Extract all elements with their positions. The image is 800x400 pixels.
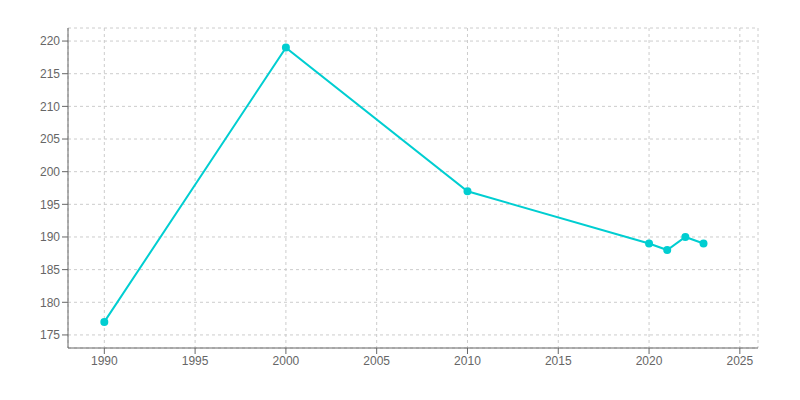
svg-text:2005: 2005 <box>363 354 390 368</box>
svg-text:205: 205 <box>40 132 60 146</box>
svg-text:215: 215 <box>40 67 60 81</box>
svg-text:2015: 2015 <box>545 354 572 368</box>
svg-text:2000: 2000 <box>273 354 300 368</box>
svg-text:200: 200 <box>40 165 60 179</box>
svg-text:220: 220 <box>40 34 60 48</box>
svg-text:180: 180 <box>40 296 60 310</box>
svg-text:190: 190 <box>40 230 60 244</box>
svg-text:1990: 1990 <box>91 354 118 368</box>
svg-text:2010: 2010 <box>454 354 481 368</box>
svg-text:185: 185 <box>40 263 60 277</box>
svg-text:1995: 1995 <box>182 354 209 368</box>
svg-text:175: 175 <box>40 328 60 342</box>
svg-text:2025: 2025 <box>726 354 753 368</box>
svg-text:195: 195 <box>40 198 60 212</box>
svg-text:2020: 2020 <box>636 354 663 368</box>
svg-text:210: 210 <box>40 100 60 114</box>
